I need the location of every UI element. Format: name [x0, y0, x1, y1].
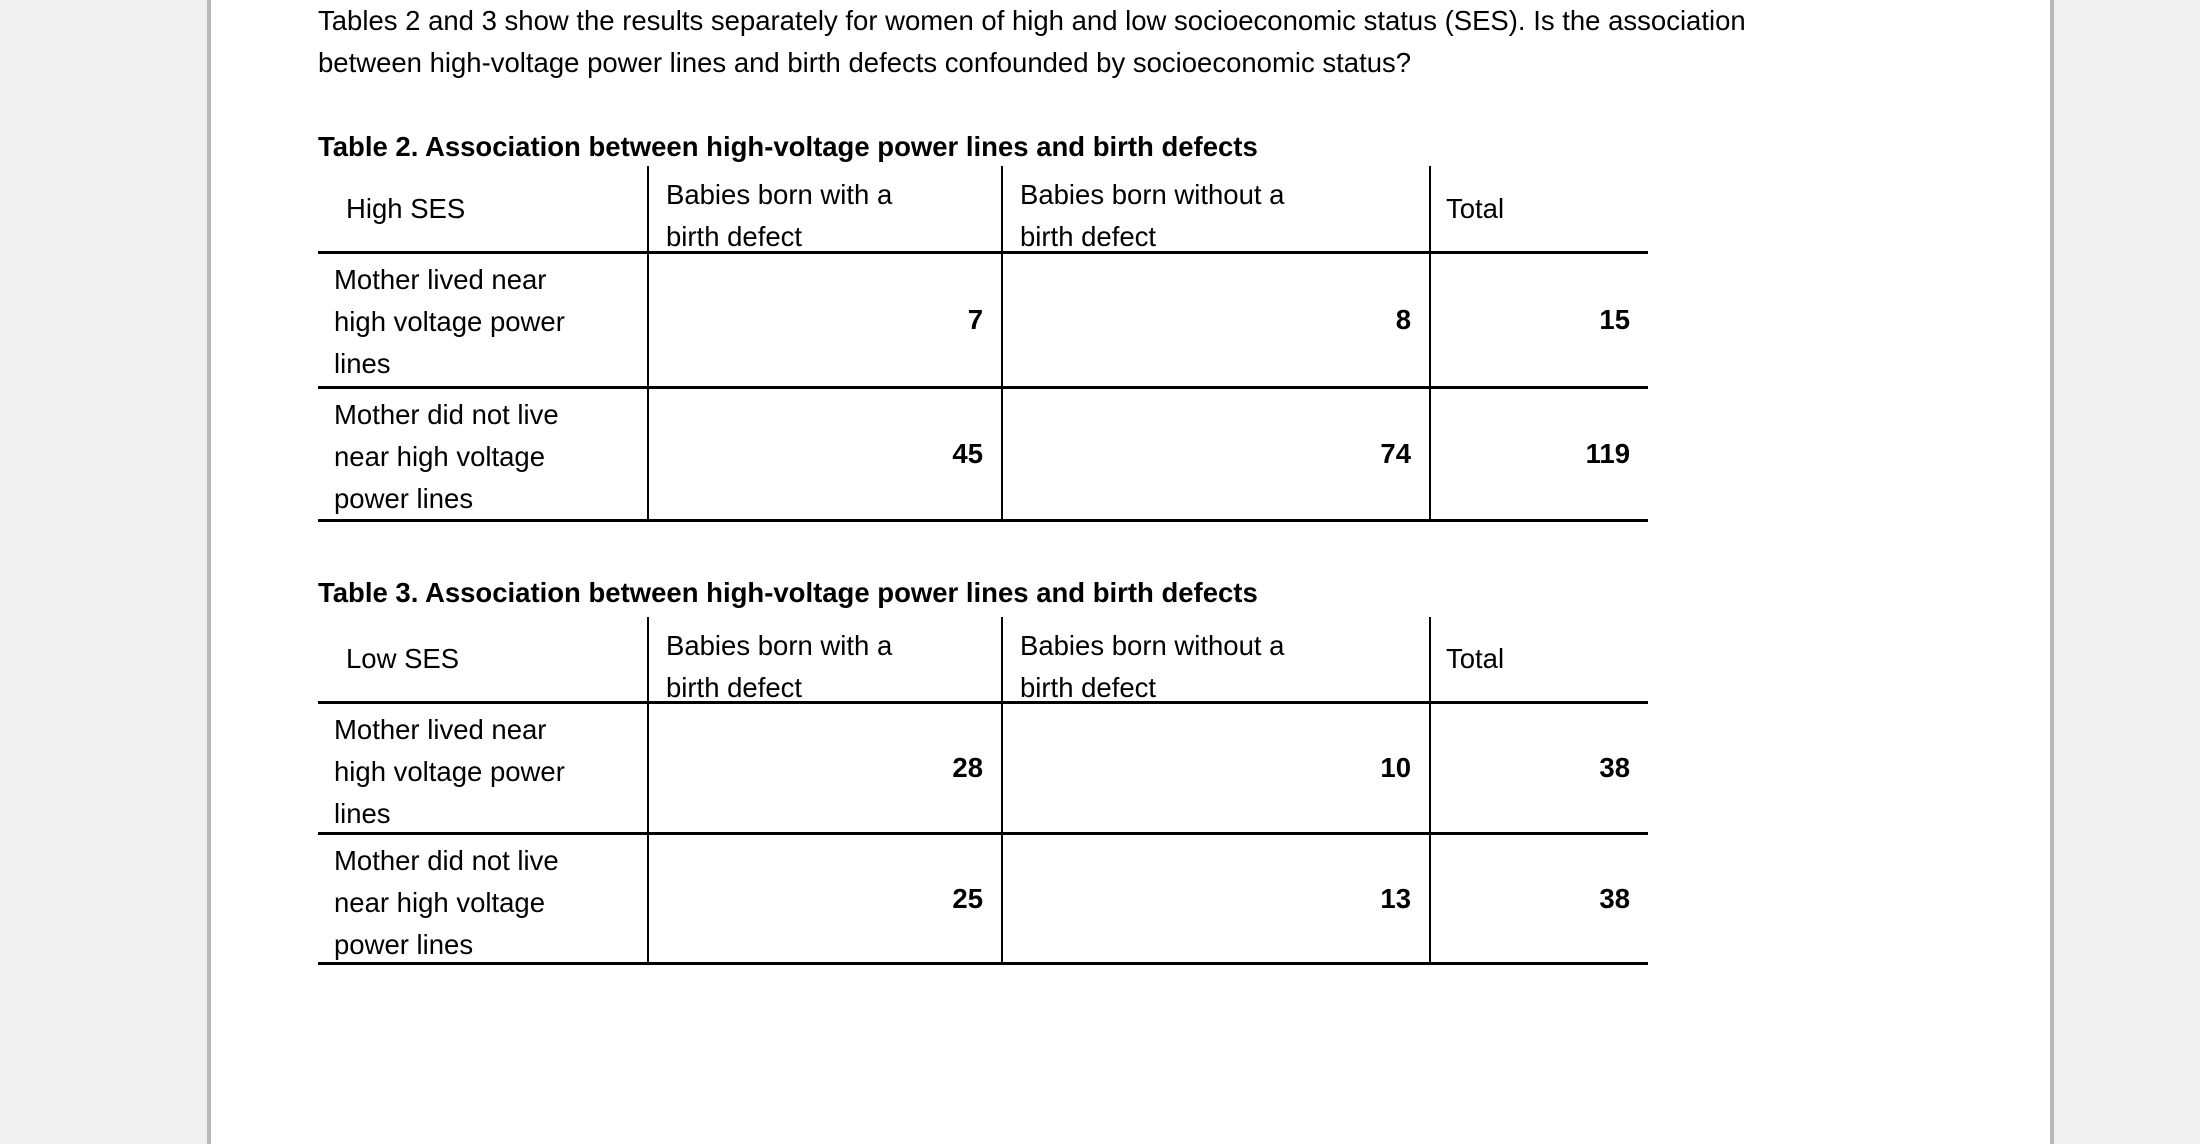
intro-line-1: Tables 2 and 3 show the results separate… [318, 5, 1746, 36]
table3-row2-total-value: 38 [1431, 835, 1648, 965]
table2-row2-label: Mother did not live near high voltage po… [318, 389, 649, 522]
table2-row1-with-defect-value: 7 [649, 254, 1003, 389]
table3-row2-with-defect-value: 25 [649, 835, 1003, 965]
viewer-left-margin [0, 0, 211, 1144]
table2-header-without-defect: Babies born without a birth defect [1003, 166, 1431, 254]
table2-row2-label-line3: power lines [334, 483, 474, 514]
table2-header-with-defect: Babies born with a birth defect [649, 166, 1003, 254]
table2-header-without-defect-line2: birth defect [1020, 221, 1157, 252]
table3-row1-without-defect-value: 10 [1003, 704, 1431, 835]
table3-header-with-defect-line2: birth defect [666, 672, 803, 703]
table2-group-header: High SES [318, 166, 649, 254]
table2-title: Table 2. Association between high-voltag… [318, 131, 1258, 162]
table3-group-header: Low SES [318, 617, 649, 704]
table2-header-with-defect-line1: Babies born with a [666, 179, 893, 210]
table3-header-with-defect-line1: Babies born with a [666, 630, 893, 661]
table2-row1-without-defect-value: 8 [1003, 254, 1431, 389]
table3-row1-with-defect-value: 28 [649, 704, 1003, 835]
table2-high-ses: High SES Babies born with a birth defect… [318, 166, 1648, 522]
table3-row1-label: Mother lived near high voltage power lin… [318, 704, 649, 835]
table3-low-ses: Low SES Babies born with a birth defect … [318, 617, 1648, 965]
table3-row2-label-line1: Mother did not live [334, 845, 559, 876]
table2-row2-label-line1: Mother did not live [334, 399, 559, 430]
table3-row1-label-line3: lines [334, 798, 391, 829]
table2-row1-label-line3: lines [334, 348, 391, 379]
table2-header-with-defect-line2: birth defect [666, 221, 803, 252]
table3-row1-label-line2: high voltage power [334, 756, 565, 787]
table3-row1-total-value: 38 [1431, 704, 1648, 835]
table3-row1-label-line1: Mother lived near [334, 714, 547, 745]
table3-row2-label-line2: near high voltage [334, 887, 545, 918]
table2-row2-with-defect-value: 45 [649, 389, 1003, 522]
table3-row2-label: Mother did not live near high voltage po… [318, 835, 649, 965]
table2-header-without-defect-line1: Babies born without a [1020, 179, 1285, 210]
table2-row2-total-value: 119 [1431, 389, 1648, 522]
table2-row2-without-defect-value: 74 [1003, 389, 1431, 522]
table3-row2-without-defect-value: 13 [1003, 835, 1431, 965]
table3-group-label: Low SES [346, 643, 460, 674]
table3-header-total-label: Total [1446, 643, 1505, 674]
table3-header-without-defect-line2: birth defect [1020, 672, 1157, 703]
table2-header-total: Total [1431, 166, 1648, 254]
viewer-right-margin [2050, 0, 2200, 1144]
table2-row1-label-line1: Mother lived near [334, 264, 547, 295]
table3-header-without-defect: Babies born without a birth defect [1003, 617, 1431, 704]
table2-row1-label-line2: high voltage power [334, 306, 565, 337]
table2-row1-total-value: 15 [1431, 254, 1648, 389]
table3-header-without-defect-line1: Babies born without a [1020, 630, 1285, 661]
table3-header-total: Total [1431, 617, 1648, 704]
table2-header-total-label: Total [1446, 192, 1505, 224]
intro-line-2: between high-voltage power lines and bir… [318, 47, 1412, 78]
intro-paragraph: Tables 2 and 3 show the results separate… [318, 0, 1746, 84]
table3-title: Table 3. Association between high-voltag… [318, 577, 1258, 608]
table3-header-with-defect: Babies born with a birth defect [649, 617, 1003, 704]
table2-row2-label-line2: near high voltage [334, 441, 545, 472]
table2-row1-label: Mother lived near high voltage power lin… [318, 254, 649, 389]
table2-group-label: High SES [346, 192, 466, 224]
table3-row2-label-line3: power lines [334, 929, 474, 960]
